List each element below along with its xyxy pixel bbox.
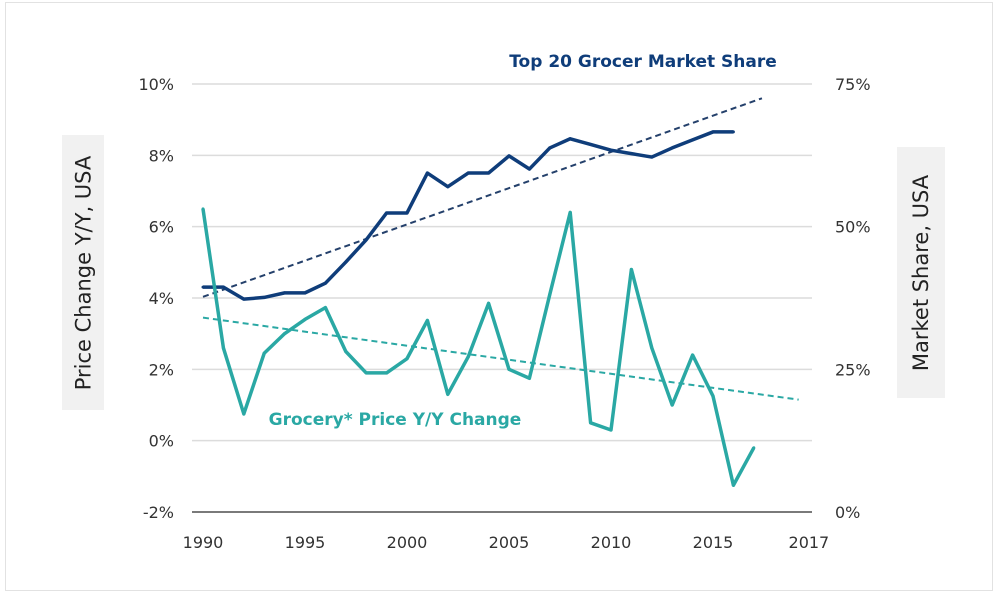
data-point [303,291,307,295]
left-tick-label: 2% [149,360,174,379]
x-tick-label: 2005 [489,533,530,552]
data-point [385,371,389,375]
data-point [589,142,593,146]
data-point [731,130,735,134]
data-point [283,291,287,295]
data-point [487,171,491,175]
data-point [262,295,266,299]
right-tick-label: 50% [835,218,871,237]
x-tick-label: 1995 [285,533,326,552]
data-point [303,317,307,321]
data-point [670,146,674,150]
right-tick-label: 0% [835,503,860,522]
data-point [425,171,429,175]
series-label-market-share: Top 20 Grocer Market Share [509,52,777,72]
data-point [731,483,735,487]
right-tick-label: 75% [835,75,871,94]
data-point [364,371,368,375]
data-point [364,238,368,242]
x-tick-label: 1990 [183,533,224,552]
series-label-grocery-price: Grocery* Price Y/Y Change [269,410,522,430]
data-point [711,130,715,134]
data-point [405,357,409,361]
data-point [629,267,633,271]
data-point [344,260,348,264]
data-point [548,292,552,296]
data-point [568,137,572,141]
data-point [650,155,654,159]
data-point [221,285,225,289]
x-tick-label: 2017 [789,533,830,552]
chart-frame [5,2,993,591]
data-point [568,210,572,214]
data-point [691,138,695,142]
trend-line-1 [202,316,799,401]
data-point [527,376,531,380]
x-tick-label: 2015 [693,533,734,552]
data-point [405,211,409,215]
data-point [425,318,429,322]
data-point [262,351,266,355]
data-point [466,355,470,359]
series-line-1 [201,208,756,487]
data-point [221,346,225,350]
data-point [548,146,552,150]
data-point [323,281,327,285]
data-point [385,211,389,215]
left-tick-label: 10% [138,75,174,94]
trend-line-0 [202,97,763,298]
left-tick-label: 8% [149,146,174,165]
x-tick-label: 2010 [591,533,632,552]
data-point [201,207,205,211]
data-point [629,152,633,156]
data-point [507,154,511,158]
data-point [283,332,287,336]
data-point [446,185,450,189]
data-point [609,148,613,152]
right-axis-title-box: Market Share, USA [897,147,945,398]
data-point [691,353,695,357]
data-point [609,428,613,432]
data-point [752,446,756,450]
data-point [242,412,246,416]
data-point [650,346,654,350]
left-tick-label: 6% [149,218,174,237]
data-point [242,297,246,301]
data-point [344,350,348,353]
data-point [527,167,531,171]
data-point [589,421,593,425]
data-point [323,306,327,310]
data-point [487,301,491,305]
data-point [507,367,511,371]
x-tick-label: 2000 [387,533,428,552]
data-point [466,171,470,175]
left-axis-title-box: Price Change Y/Y, USA [62,135,104,410]
data-point [711,394,715,398]
series-line-0 [203,130,734,301]
data-point [201,285,205,289]
data-point [670,403,674,407]
right-tick-label: 25% [835,360,871,379]
left-tick-label: 0% [149,432,174,451]
left-tick-label: 4% [149,289,174,308]
data-point [446,392,450,396]
left-tick-label: -2% [143,503,174,522]
